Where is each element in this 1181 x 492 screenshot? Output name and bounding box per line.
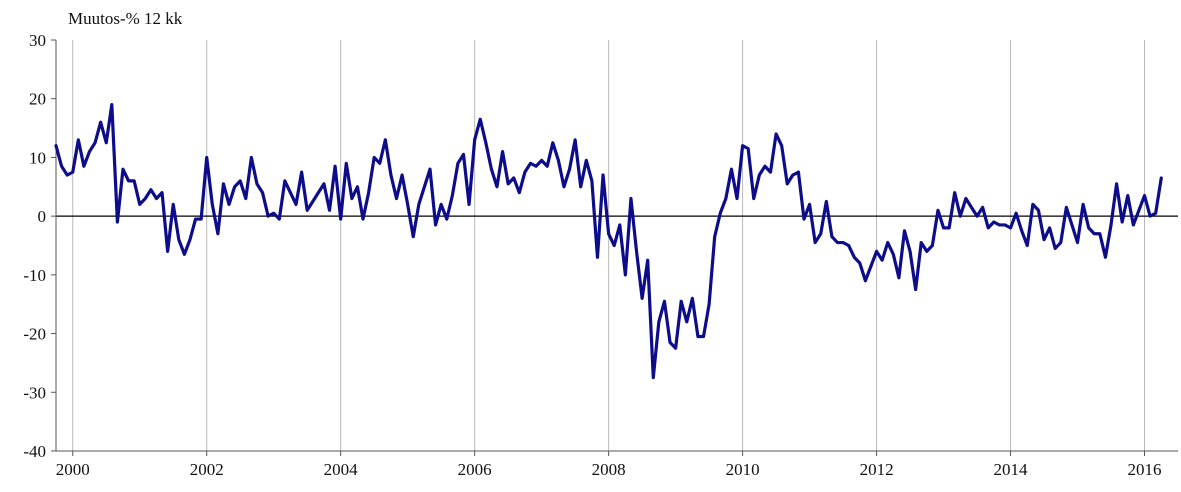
x-tick-label-2008: 2008: [592, 460, 626, 479]
y-tick-label--20: -20: [23, 325, 46, 344]
label-layer: Muutos-% 12 kk 2000 2002 2004 2006 2008 2010 2…: [23, 9, 1161, 479]
x-tick-label-2002: 2002: [190, 460, 224, 479]
y-tick-label--10: -10: [23, 266, 46, 285]
axis-layer: [51, 39, 1178, 456]
y-tick-label-0: 0: [38, 207, 47, 226]
y-tick-label-10: 10: [29, 148, 46, 167]
x-tick-label-2016: 2016: [1128, 460, 1162, 479]
series-line-1: [54, 102, 1163, 380]
x-tick-label-2004: 2004: [324, 460, 359, 479]
grid-layer: [72, 40, 1146, 451]
x-tick-label-2010: 2010: [726, 460, 760, 479]
x-tick-label-2006: 2006: [458, 460, 492, 479]
x-tick-label-2014: 2014: [994, 460, 1029, 479]
x-tick-label-2000: 2000: [56, 460, 90, 479]
y-axis-unit-label: Muutos-% 12 kk: [68, 9, 183, 28]
y-tick-label-30: 30: [29, 31, 46, 50]
x-tick-label-2012: 2012: [860, 460, 894, 479]
y-tick-label--40: -40: [23, 442, 46, 461]
series-layer: [54, 102, 1163, 380]
y-tick-label--30: -30: [23, 383, 46, 402]
y-tick-label-20: 20: [29, 90, 46, 109]
